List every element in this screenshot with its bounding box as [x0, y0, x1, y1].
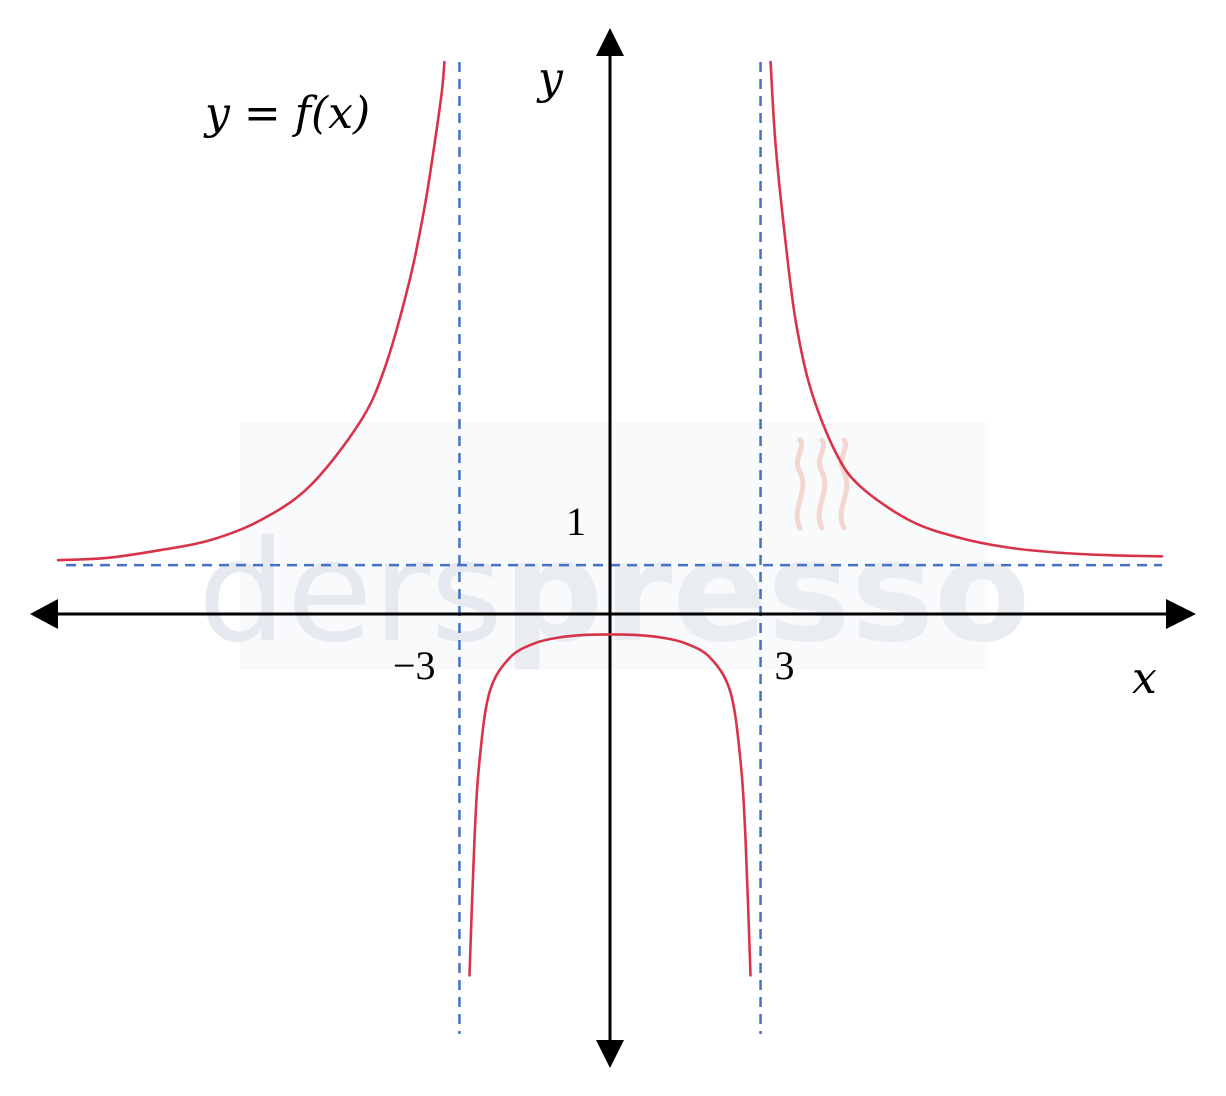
series-line	[56, 60, 446, 562]
watermark-text-light: ders	[198, 511, 504, 674]
x-tick-label: 3	[775, 643, 795, 688]
x-axis-arrow-left	[30, 598, 58, 629]
series-line	[468, 633, 752, 977]
watermark-text-bold: presso	[503, 511, 1030, 674]
steam-icon	[794, 437, 806, 531]
series-line	[769, 60, 1164, 558]
label-group: y = f(x) y x −3 3 1	[203, 53, 1157, 704]
y-axis-label: y	[536, 53, 564, 104]
x-axis-arrow-right	[1166, 598, 1196, 629]
curve-group	[56, 60, 1164, 977]
axes	[30, 28, 1196, 1068]
y-axis-arrow-down	[596, 1040, 624, 1068]
x-axis-label: x	[1132, 653, 1157, 704]
watermark-background	[240, 422, 988, 670]
x-tick-label: −3	[393, 643, 436, 688]
steam-icon	[816, 437, 828, 531]
y-axis-arrow-up	[596, 28, 624, 56]
y-tick-label: 1	[566, 499, 586, 544]
asymptote-lines	[66, 62, 1162, 1034]
watermark-text: derspresso	[198, 511, 1031, 674]
function-label: y = f(x)	[203, 88, 370, 139]
watermark-logo: derspresso	[198, 422, 1031, 674]
steam-icon	[838, 437, 850, 531]
